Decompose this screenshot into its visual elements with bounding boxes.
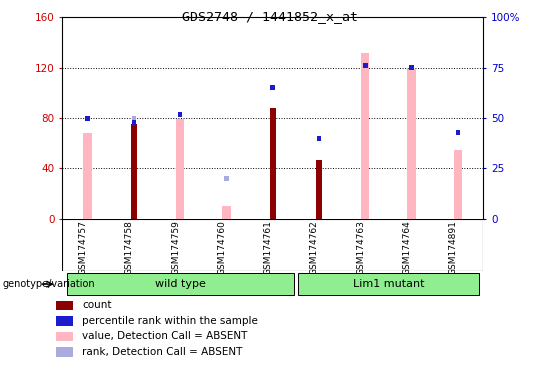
Text: GSM174762: GSM174762 [310,220,319,275]
Bar [407,69,416,219]
FancyBboxPatch shape [298,273,478,295]
Text: value, Detection Call = ABSENT: value, Detection Call = ABSENT [82,331,248,341]
Text: GSM174891: GSM174891 [449,220,458,275]
Bar [132,119,136,125]
Text: count: count [82,300,112,310]
Bar [269,108,276,219]
Bar [83,133,92,219]
Text: GSM174763: GSM174763 [356,220,365,275]
Bar [178,111,183,117]
Bar [85,116,90,121]
Text: rank, Detection Call = ABSENT: rank, Detection Call = ABSENT [82,347,242,357]
Bar [132,116,136,121]
Text: genotype/variation: genotype/variation [3,279,96,289]
Bar [131,124,137,219]
Text: GDS2748 / 1441852_x_at: GDS2748 / 1441852_x_at [182,10,358,23]
FancyBboxPatch shape [56,347,73,356]
Text: GSM174759: GSM174759 [171,220,180,275]
Bar [316,160,322,219]
Bar [456,130,460,135]
Bar [363,63,368,68]
FancyBboxPatch shape [67,273,294,295]
Text: Lim1 mutant: Lim1 mutant [353,279,424,289]
Text: GSM174758: GSM174758 [125,220,134,275]
Bar [271,85,275,90]
Text: GSM174760: GSM174760 [218,220,226,275]
FancyBboxPatch shape [56,301,73,310]
Text: percentile rank within the sample: percentile rank within the sample [82,316,258,326]
Bar [361,53,369,219]
Bar [454,150,462,219]
Bar [316,136,321,141]
Bar [222,206,231,219]
Text: wild type: wild type [154,279,206,289]
Text: GSM174757: GSM174757 [78,220,87,275]
FancyBboxPatch shape [56,331,73,341]
FancyBboxPatch shape [56,316,73,326]
Bar [85,116,90,121]
Bar [178,111,183,117]
Text: GSM174764: GSM174764 [402,220,411,275]
Bar [224,176,229,181]
Text: GSM174761: GSM174761 [264,220,273,275]
Bar [176,119,184,219]
Bar [409,65,414,70]
